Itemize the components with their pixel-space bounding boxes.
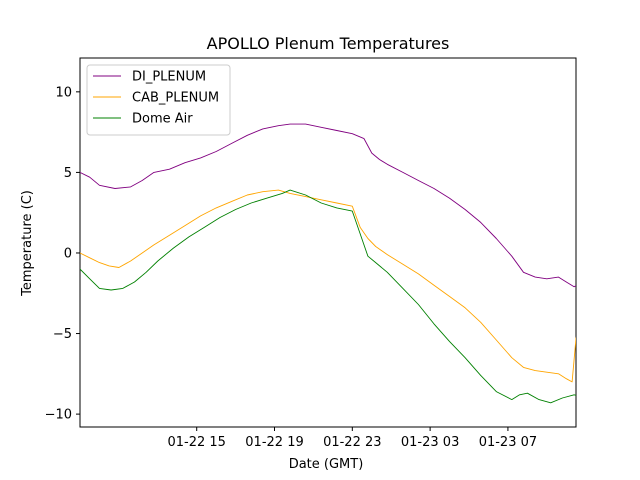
y-tick-label: 5 (64, 166, 72, 181)
series-line-di-plenum (80, 123, 576, 288)
x-axis-label: Date (GMT) (289, 457, 364, 472)
y-tick-label: −10 (45, 408, 72, 423)
axis-ticks: 01-22 15 01-22 19 01-22 23 01-23 03 01-23 07… (45, 85, 538, 450)
x-tick-label: 01-22 15 (167, 435, 225, 450)
y-tick-label: 0 (64, 246, 72, 261)
x-tick-label: 01-22 23 (323, 435, 381, 450)
legend: DI_PLENUM CAB_PLENUM Dome Air (86, 64, 231, 136)
y-axis-label: Temperature (C) (20, 190, 35, 297)
x-tick-label: 01-23 03 (401, 435, 459, 450)
x-tick-label: 01-22 19 (245, 435, 303, 450)
series-lines (80, 123, 576, 404)
series-line-cab-plenum (80, 189, 576, 383)
x-tick-label: 01-23 07 (479, 435, 537, 450)
legend-label-di-plenum: DI_PLENUM (132, 70, 206, 85)
legend-label-dome-air: Dome Air (132, 112, 193, 127)
legend-box (86, 64, 231, 136)
series-line-dome-air (80, 189, 576, 404)
legend-label-cab-plenum: CAB_PLENUM (132, 91, 219, 106)
y-tick-label: 10 (55, 85, 72, 100)
y-tick-label: −5 (53, 327, 72, 342)
chart-title: APOLLO Plenum Temperatures (207, 34, 450, 53)
